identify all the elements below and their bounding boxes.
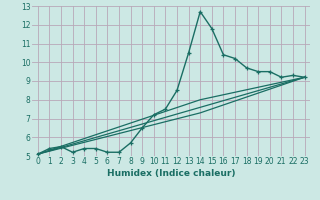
X-axis label: Humidex (Indice chaleur): Humidex (Indice chaleur) xyxy=(107,169,236,178)
